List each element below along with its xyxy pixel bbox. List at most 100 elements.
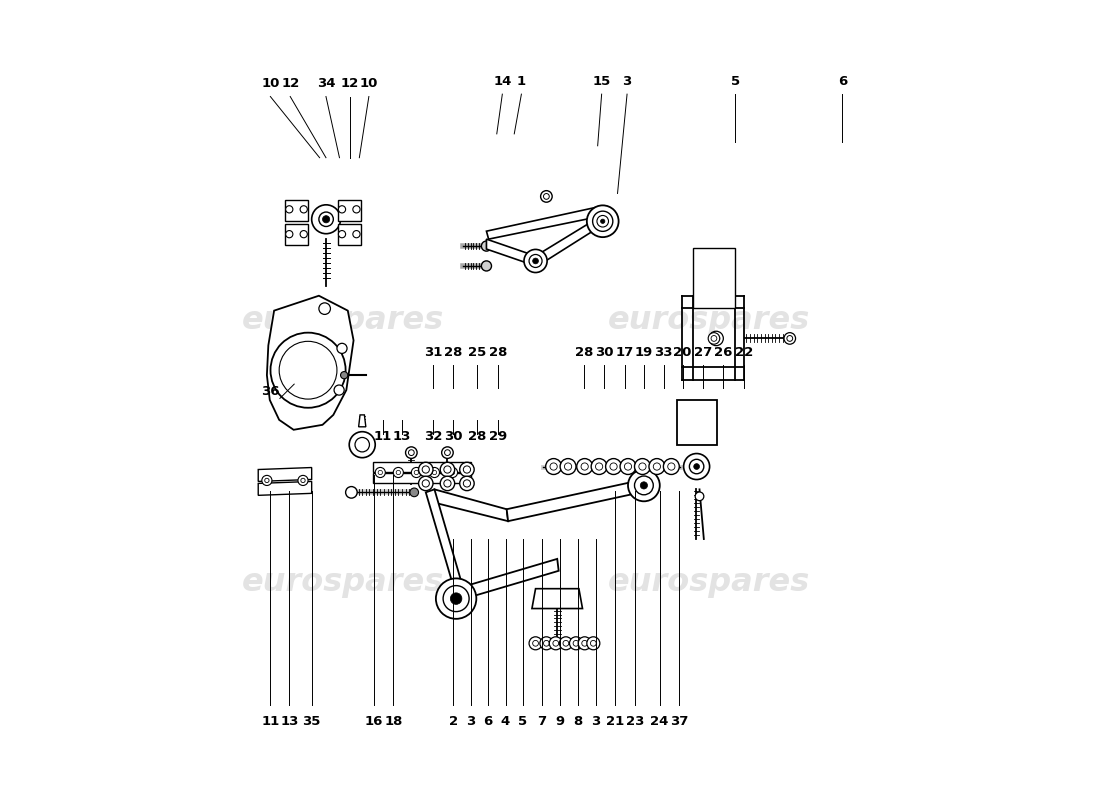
Text: eurospares: eurospares — [242, 567, 444, 598]
Circle shape — [560, 637, 572, 650]
Circle shape — [411, 467, 421, 478]
Polygon shape — [486, 239, 536, 266]
Circle shape — [279, 342, 337, 399]
Circle shape — [690, 459, 704, 474]
Text: 13: 13 — [280, 715, 298, 728]
Text: 8: 8 — [573, 715, 582, 728]
Text: 30: 30 — [595, 346, 614, 358]
Circle shape — [300, 206, 307, 213]
Circle shape — [353, 230, 360, 238]
Polygon shape — [463, 559, 559, 598]
Circle shape — [639, 463, 646, 470]
Circle shape — [450, 593, 462, 604]
Circle shape — [708, 331, 724, 346]
Circle shape — [529, 254, 542, 267]
Polygon shape — [486, 206, 601, 239]
Text: 22: 22 — [735, 346, 754, 358]
Circle shape — [375, 467, 385, 478]
Circle shape — [625, 463, 631, 470]
Text: 28: 28 — [490, 346, 507, 358]
Polygon shape — [285, 200, 308, 222]
Polygon shape — [536, 216, 601, 266]
Circle shape — [408, 450, 415, 455]
Circle shape — [553, 641, 559, 646]
Text: 34: 34 — [317, 77, 336, 90]
Text: 5: 5 — [730, 74, 739, 88]
Circle shape — [593, 211, 613, 231]
Circle shape — [436, 578, 476, 619]
Circle shape — [460, 476, 474, 490]
Text: 28: 28 — [444, 346, 462, 358]
Text: 12: 12 — [341, 77, 359, 90]
Circle shape — [532, 258, 538, 264]
Polygon shape — [258, 467, 311, 482]
Text: 3: 3 — [623, 74, 631, 88]
Text: 31: 31 — [424, 346, 442, 358]
Circle shape — [540, 637, 553, 650]
Circle shape — [683, 454, 710, 479]
Circle shape — [543, 641, 549, 646]
Circle shape — [444, 450, 450, 455]
Circle shape — [450, 470, 454, 474]
Circle shape — [786, 335, 793, 342]
Polygon shape — [373, 474, 471, 483]
Circle shape — [440, 476, 454, 490]
Text: 37: 37 — [670, 715, 689, 728]
Circle shape — [265, 478, 269, 482]
Circle shape — [586, 206, 618, 237]
Text: 36: 36 — [261, 386, 279, 398]
Circle shape — [543, 194, 549, 199]
Circle shape — [711, 335, 717, 342]
Circle shape — [443, 480, 451, 487]
Circle shape — [560, 458, 576, 474]
Circle shape — [355, 438, 370, 452]
Polygon shape — [267, 296, 353, 430]
Circle shape — [300, 230, 307, 238]
Text: 13: 13 — [393, 430, 411, 443]
Circle shape — [524, 250, 547, 273]
Circle shape — [635, 476, 653, 494]
Circle shape — [620, 458, 636, 474]
Circle shape — [394, 467, 404, 478]
Text: 4: 4 — [500, 715, 510, 728]
Text: 9: 9 — [556, 715, 565, 728]
Circle shape — [570, 637, 583, 650]
Text: 29: 29 — [490, 430, 507, 443]
Circle shape — [540, 190, 552, 202]
Text: 23: 23 — [626, 715, 645, 728]
Circle shape — [546, 458, 562, 474]
Circle shape — [337, 343, 348, 354]
Circle shape — [429, 467, 440, 478]
Circle shape — [653, 463, 660, 470]
Text: 21: 21 — [606, 715, 625, 728]
Text: 15: 15 — [593, 74, 611, 88]
Polygon shape — [258, 482, 311, 495]
Circle shape — [322, 216, 330, 223]
Circle shape — [406, 447, 417, 458]
Circle shape — [591, 458, 607, 474]
Polygon shape — [338, 224, 361, 245]
Text: 10: 10 — [360, 77, 378, 90]
Circle shape — [579, 637, 591, 650]
Text: 1: 1 — [517, 74, 526, 88]
Bar — [693, 248, 735, 308]
Polygon shape — [373, 462, 471, 471]
Circle shape — [463, 466, 471, 473]
Circle shape — [339, 206, 345, 213]
Circle shape — [591, 641, 596, 646]
Text: 6: 6 — [483, 715, 493, 728]
Circle shape — [586, 637, 600, 650]
Circle shape — [460, 462, 474, 477]
Circle shape — [353, 206, 360, 213]
Circle shape — [482, 261, 492, 271]
Text: 35: 35 — [302, 715, 321, 728]
Circle shape — [628, 470, 660, 502]
Text: 5: 5 — [518, 715, 528, 728]
Text: 20: 20 — [673, 346, 692, 358]
Circle shape — [573, 641, 579, 646]
Circle shape — [410, 488, 419, 497]
Circle shape — [396, 470, 400, 474]
Polygon shape — [359, 415, 366, 427]
Circle shape — [635, 458, 650, 474]
Circle shape — [695, 492, 704, 501]
